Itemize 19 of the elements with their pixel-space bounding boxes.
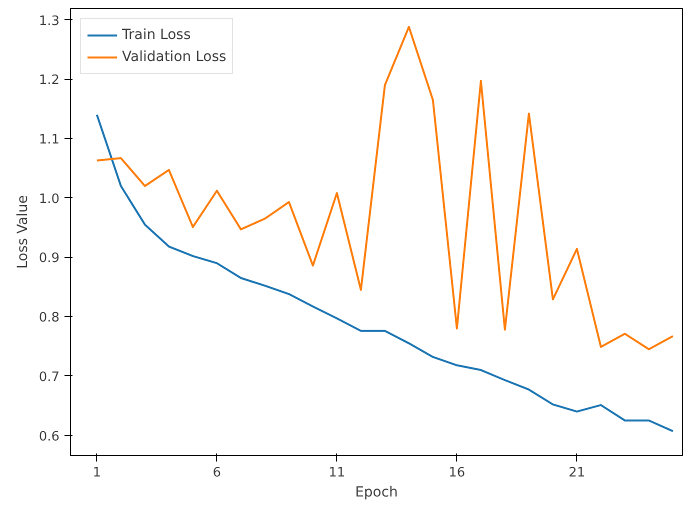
legend-label: Train Loss bbox=[122, 27, 191, 43]
x-tick-label: 16 bbox=[448, 466, 466, 480]
x-tick-label: 1 bbox=[92, 466, 102, 480]
y-tick-label: 1.3 bbox=[38, 14, 60, 29]
y-tick-label: 1.0 bbox=[38, 192, 60, 207]
y-tick-label: 1.1 bbox=[38, 132, 60, 148]
y-tick-label: 0.8 bbox=[38, 310, 60, 326]
x-axis-title: Epoch bbox=[355, 484, 398, 500]
x-tick-label: 6 bbox=[212, 466, 222, 480]
y-tick-label: 1.2 bbox=[38, 73, 60, 88]
x-tick-label: 21 bbox=[568, 466, 586, 480]
y-tick-label: 0.6 bbox=[38, 429, 60, 444]
legend-label: Validation Loss bbox=[122, 49, 226, 65]
line-series bbox=[96, 26, 674, 350]
y-tick-label: 0.7 bbox=[38, 370, 60, 385]
y-axis-title: Loss Value bbox=[14, 195, 31, 269]
x-tick-label: 11 bbox=[328, 466, 346, 480]
y-tick-label: 0.9 bbox=[38, 251, 60, 266]
line-series bbox=[96, 114, 674, 432]
